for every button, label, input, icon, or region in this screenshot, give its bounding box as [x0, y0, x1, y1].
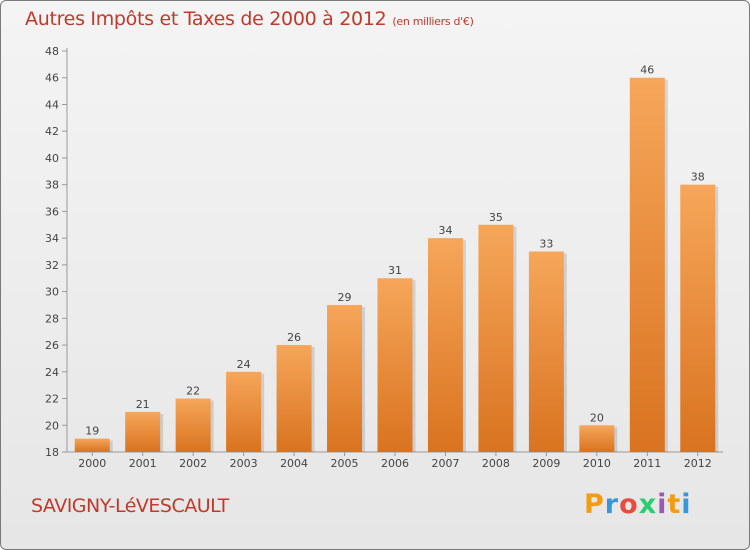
x-tick-label: 2001 — [129, 457, 157, 470]
x-tick-label: 2006 — [381, 457, 409, 470]
data-label: 31 — [388, 264, 402, 277]
x-tick-label: 2007 — [431, 457, 459, 470]
proxiti-logo: Proxiti — [584, 489, 692, 520]
x-tick-label: 2005 — [331, 457, 359, 470]
logo-letter: P — [584, 489, 605, 520]
data-label: 38 — [691, 171, 705, 184]
x-tick-label: 2002 — [179, 457, 207, 470]
y-tick-label: 38 — [45, 179, 59, 192]
x-tick-label: 2008 — [482, 457, 510, 470]
data-label: 20 — [590, 411, 604, 424]
chart-title: Autres Impôts et Taxes de 2000 à 2012 (en… — [25, 8, 474, 30]
bar — [377, 278, 413, 452]
chart-unit: (en milliers d'€) — [392, 15, 474, 28]
bar — [74, 438, 110, 452]
data-label: 24 — [237, 358, 251, 371]
y-tick-label: 22 — [45, 393, 59, 406]
y-tick-label: 26 — [45, 339, 59, 352]
y-tick-label: 40 — [45, 152, 59, 165]
bar — [629, 77, 665, 452]
data-labels-group: 19 21 22 24 26 29 31 34 35 33 20 46 38 — [85, 64, 705, 438]
chart-title-text: Autres Impôts et Taxes de 2000 à 2012 — [25, 8, 387, 30]
x-tick-label: 2000 — [78, 457, 106, 470]
y-tick-label: 24 — [45, 366, 59, 379]
bar — [579, 425, 615, 452]
x-tick-label: 2004 — [280, 457, 308, 470]
bar — [478, 224, 514, 452]
y-tick-label: 18 — [45, 446, 59, 459]
y-tick-label: 32 — [45, 259, 59, 272]
data-label: 21 — [136, 398, 150, 411]
data-label: 19 — [85, 425, 99, 438]
logo-letter: r — [604, 489, 620, 520]
x-tick-label: 2012 — [684, 457, 712, 470]
y-tick-label: 42 — [45, 125, 59, 138]
bar — [276, 345, 312, 452]
y-tick-label: 48 — [45, 45, 59, 58]
data-label: 33 — [539, 238, 553, 251]
data-label: 26 — [287, 331, 301, 344]
bar — [680, 184, 716, 452]
logo-letter: i — [681, 489, 692, 520]
bar — [427, 238, 463, 452]
x-tick-label: 2011 — [633, 457, 661, 470]
logo-letter: i — [657, 489, 668, 520]
y-tick-label: 30 — [45, 286, 59, 299]
data-label: 46 — [640, 64, 654, 77]
logo-letter: t — [667, 489, 682, 520]
y-tick-label: 20 — [45, 419, 59, 432]
y-tick-label: 36 — [45, 205, 59, 218]
bar — [175, 398, 211, 452]
bar — [327, 304, 363, 452]
bar — [528, 251, 564, 452]
bar — [226, 371, 262, 452]
y-tick-label: 34 — [45, 232, 59, 245]
x-tick-label: 2010 — [583, 457, 611, 470]
bar — [125, 411, 161, 452]
data-label: 29 — [338, 291, 352, 304]
x-tick-label: 2003 — [230, 457, 258, 470]
y-tick-label: 46 — [45, 72, 59, 85]
logo-letter: o — [619, 489, 639, 520]
x-tick-label: 2009 — [532, 457, 560, 470]
commune-name: SAVIGNY-LéVESCAULT — [31, 495, 229, 517]
logo-letter: x — [638, 489, 658, 520]
y-tick-label: 44 — [45, 98, 59, 111]
data-label: 35 — [489, 211, 503, 224]
bars-group — [74, 77, 719, 452]
y-tick-label: 28 — [45, 312, 59, 325]
data-label: 34 — [438, 224, 452, 237]
data-label: 22 — [186, 385, 200, 398]
